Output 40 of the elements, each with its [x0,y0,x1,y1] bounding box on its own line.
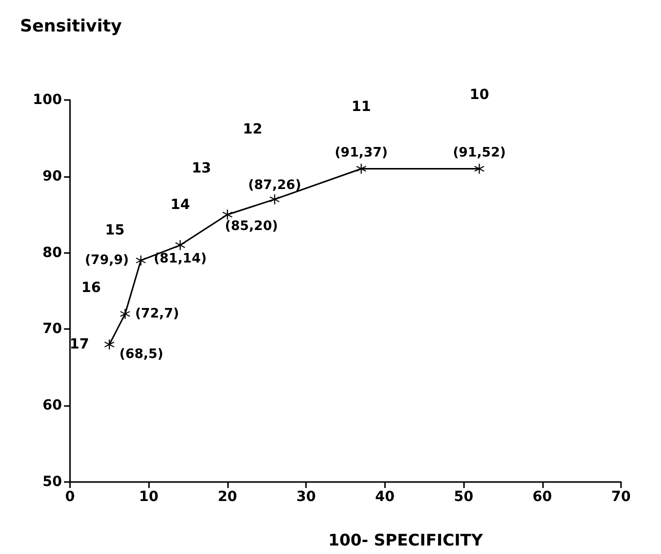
annotation: 14 [170,197,190,214]
annotation: (85,20) [224,219,278,234]
annotation: (68,5) [119,346,164,362]
annotation: 10 [470,86,490,103]
x-tick-label: 10 [138,489,159,505]
point [120,308,130,319]
point [222,210,232,220]
y-tick-label: 100 [32,92,62,108]
x-tick-label: 0 [65,489,76,505]
annotation: 15 [105,222,125,238]
x-tick-label: 40 [375,489,395,505]
annotation: 13 [192,160,212,177]
point [270,194,280,204]
y-tick-label: 90 [42,168,62,184]
x-tick-label: 30 [296,489,316,505]
annotation: (91,52) [452,145,506,160]
x-tick-label: 50 [454,489,474,505]
annotation: (79,9) [84,252,129,268]
annotation: (81,14) [154,252,207,267]
annotation: 11 [352,98,371,115]
y-tick-label: 50 [42,474,62,490]
point [136,255,146,266]
x-tick-label: 20 [218,489,238,505]
y-tick-label: 80 [42,244,62,261]
y-tick-label: 70 [42,321,62,338]
x-tick-label: 60 [532,489,552,505]
point [474,164,484,174]
x-tick-label: 70 [611,489,631,505]
point [104,339,114,350]
annotation: 17 [70,336,90,352]
annotation: 16 [81,280,101,296]
annotation: (72,7) [135,306,180,322]
y-axis-title: Sensitivity [20,16,122,36]
annotation: (91,37) [334,145,388,160]
point [175,240,186,250]
annotation: 12 [242,121,262,138]
point [356,164,366,174]
x-axis-title: 100- SPECIFICITY [328,530,484,550]
annotation: (87,26) [248,178,302,193]
y-tick-label: 60 [42,398,62,414]
